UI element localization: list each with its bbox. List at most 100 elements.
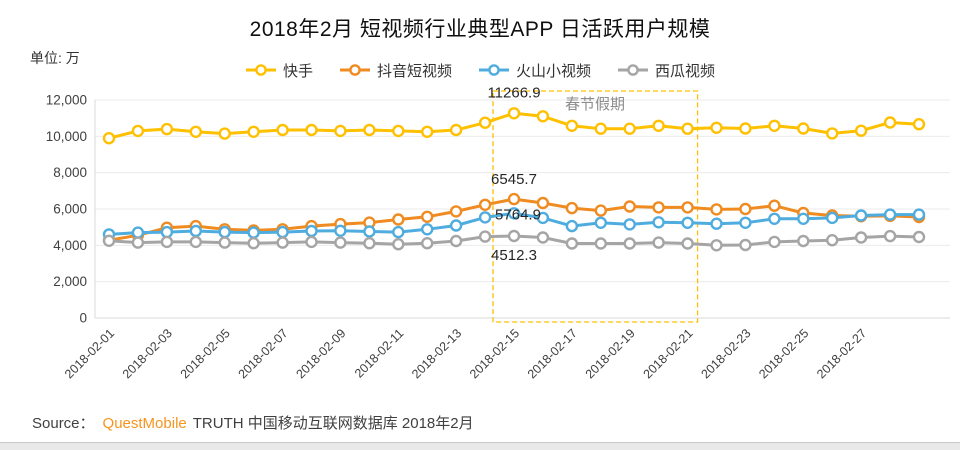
data-point-xigua xyxy=(276,236,289,249)
data-point-douyin xyxy=(594,204,607,217)
x-axis-tick-label: 2018-02-27 xyxy=(814,326,869,381)
data-point-huoshan xyxy=(565,219,579,233)
unit-label: 单位: 万 xyxy=(30,50,80,66)
data-point-kuaishou xyxy=(912,117,926,131)
data-point-kuaishou xyxy=(102,131,116,145)
x-axis-tick-label: 2018-02-21 xyxy=(641,326,696,381)
data-point-xigua xyxy=(565,237,579,250)
data-point-huoshan xyxy=(247,226,260,239)
data-point-douyin xyxy=(507,192,521,206)
x-axis-tick-label: 2018-02-13 xyxy=(409,326,464,381)
data-point-douyin xyxy=(652,201,665,214)
data-point-kuaishou xyxy=(218,127,231,140)
legend-item-xigua: 西瓜视频 xyxy=(617,60,715,81)
data-point-xigua xyxy=(478,230,492,243)
data-point-huoshan xyxy=(768,212,781,226)
y-axis-tick-label: 10,000 xyxy=(46,129,87,144)
data-point-huoshan xyxy=(421,223,434,236)
data-point-xigua xyxy=(739,238,752,252)
data-point-kuaishou xyxy=(797,122,810,135)
legend-label: 抖音短视频 xyxy=(376,62,452,80)
legend-marker-huoshan-icon xyxy=(479,64,509,76)
x-axis-tick-label: 2018-02-17 xyxy=(525,326,580,381)
data-point-xigua xyxy=(421,236,434,250)
data-point-huoshan xyxy=(739,216,752,230)
data-point-huoshan xyxy=(334,224,347,238)
data-point-xigua xyxy=(623,237,636,250)
chart-title: 2018年2月 短视频行业典型APP 日活跃用户规模 xyxy=(249,18,711,41)
data-point-huoshan xyxy=(681,216,694,230)
legend-marker-kuaishou-icon xyxy=(245,64,276,76)
data-point-kuaishou xyxy=(334,124,347,138)
data-point-kuaishou xyxy=(131,124,145,138)
legend-item-kuaishou: 快手 xyxy=(245,60,313,81)
data-point-kuaishou xyxy=(449,123,463,137)
data-point-huoshan xyxy=(507,207,521,220)
data-point-huoshan xyxy=(305,224,318,238)
source-label: Source： xyxy=(32,415,95,432)
data-point-xigua xyxy=(912,230,926,244)
data-point-kuaishou xyxy=(276,123,289,137)
data-point-kuaishou xyxy=(507,107,521,120)
data-point-xigua xyxy=(854,231,868,244)
data-point-xigua xyxy=(449,234,463,248)
data-point-xigua xyxy=(160,235,174,249)
x-axis-tick-label: 2018-02-07 xyxy=(236,326,291,381)
x-axis-tick-label: 2018-02-09 xyxy=(293,326,348,381)
y-axis-tick-label: 12,000 xyxy=(46,93,87,108)
data-point-douyin xyxy=(421,210,434,224)
y-axis-tick-label: 6,000 xyxy=(53,202,87,217)
x-axis-tick-label: 2018-02-05 xyxy=(178,326,233,381)
source-line: Source： QuestMobile TRUTH 中国移动互联网数据库 2018年… xyxy=(32,412,474,433)
data-point-douyin xyxy=(449,205,463,218)
data-point-huoshan xyxy=(536,211,550,225)
data-point-huoshan xyxy=(276,225,289,239)
data-point-kuaishou xyxy=(160,122,174,136)
data-point-xigua xyxy=(507,229,521,243)
data-point-huoshan xyxy=(710,217,723,230)
data-point-huoshan xyxy=(478,211,492,224)
y-axis-tick-label: 8,000 xyxy=(53,165,87,180)
data-point-huoshan xyxy=(131,226,145,239)
data-point-douyin xyxy=(536,196,550,210)
data-point-kuaishou xyxy=(189,125,203,139)
data-point-douyin xyxy=(710,203,723,216)
data-point-xigua xyxy=(797,234,810,248)
y-axis-tick-label: 0 xyxy=(79,311,87,326)
data-point-kuaishou xyxy=(623,122,636,135)
data-point-xigua xyxy=(363,236,376,250)
data-point-kuaishou xyxy=(565,119,579,133)
data-point-huoshan xyxy=(797,212,810,226)
legend-marker-douyin-icon xyxy=(339,64,370,76)
data-point-douyin xyxy=(681,201,694,214)
y-axis-tick-label: 4,000 xyxy=(53,238,87,253)
data-point-xigua xyxy=(826,233,839,247)
chart-legend: 快手 抖音短视频 火山小视频 西瓜视频 xyxy=(0,58,960,82)
x-axis-tick-label: 2018-02-03 xyxy=(120,326,175,381)
data-point-xigua xyxy=(652,236,665,249)
data-point-douyin xyxy=(739,202,752,216)
x-axis-tick-label: 2018-02-19 xyxy=(583,326,638,381)
data-point-xigua xyxy=(768,235,781,249)
data-point-huoshan xyxy=(623,218,636,231)
data-point-kuaishou xyxy=(536,110,550,123)
data-point-xigua xyxy=(102,234,116,248)
legend-item-douyin: 抖音短视频 xyxy=(339,60,452,81)
legend-marker-xigua-icon xyxy=(618,64,649,76)
data-point-kuaishou xyxy=(421,125,434,139)
data-point-huoshan xyxy=(160,225,174,239)
source-rest: TRUTH 中国移动互联网数据库 2018年2月 xyxy=(192,415,474,432)
data-point-xigua xyxy=(681,237,694,250)
data-point-douyin xyxy=(768,199,781,212)
data-point-xigua xyxy=(131,236,145,249)
data-point-kuaishou xyxy=(739,122,752,135)
x-axis-tick-label: 2018-02-15 xyxy=(467,326,522,381)
bottom-bar xyxy=(0,442,960,450)
data-point-kuaishou xyxy=(883,116,897,129)
data-point-douyin xyxy=(392,213,405,226)
data-point-xigua xyxy=(218,236,231,249)
data-point-xigua xyxy=(305,235,318,249)
data-point-xigua xyxy=(710,239,723,252)
